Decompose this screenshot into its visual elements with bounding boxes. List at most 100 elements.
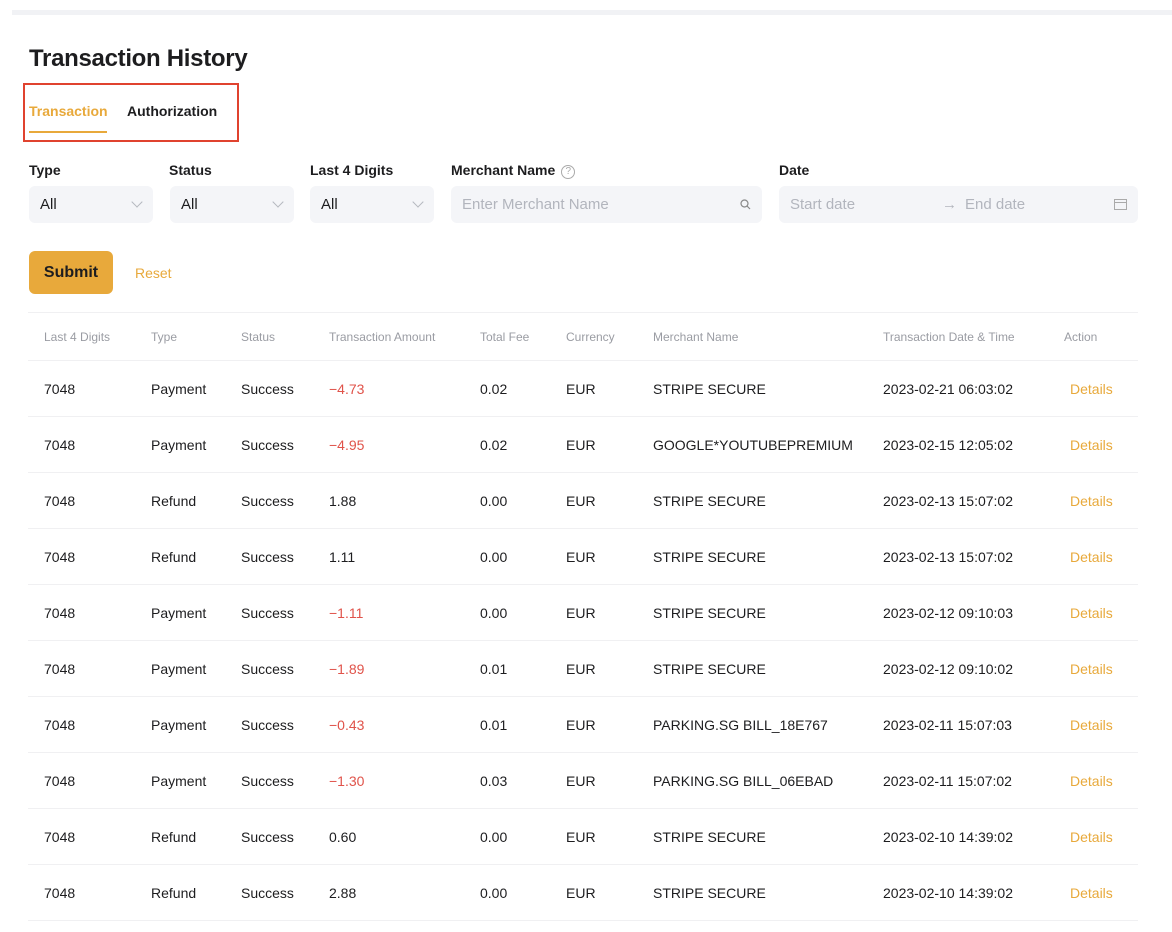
chevron-down-icon bbox=[412, 196, 424, 208]
table-row: 7048 Payment Success −1.11 0.00 EUR STRIPE SEC… bbox=[28, 585, 1138, 641]
table-row: 7048 Payment Success −1.89 0.01 EUR STRIPE SEC… bbox=[28, 641, 1138, 697]
cell-amount: −0.43 bbox=[329, 716, 365, 733]
cell-currency: EUR bbox=[566, 548, 596, 565]
tab-transaction[interactable]: Transaction bbox=[29, 103, 108, 119]
top-bar bbox=[12, 10, 1172, 15]
details-link[interactable]: Details bbox=[1070, 380, 1113, 397]
details-link[interactable]: Details bbox=[1070, 436, 1113, 453]
cell-amount: −1.30 bbox=[329, 772, 365, 789]
cell-status: Success bbox=[241, 716, 294, 733]
cell-status: Success bbox=[241, 380, 294, 397]
details-link[interactable]: Details bbox=[1070, 884, 1113, 901]
cell-fee: 0.00 bbox=[480, 828, 508, 845]
cell-type: Payment bbox=[151, 380, 207, 397]
table-row: 7048 Refund Success 1.88 0.00 EUR STRIPE SECUR… bbox=[28, 473, 1138, 529]
cell-amount: −4.95 bbox=[329, 436, 365, 453]
cell-currency: EUR bbox=[566, 716, 596, 733]
cell-merchant: GOOGLE*YOUTUBEPREMIUM bbox=[653, 436, 853, 453]
date-range-picker[interactable]: Start date → End date bbox=[779, 186, 1138, 223]
cell-datetime: 2023-02-10 14:39:02 bbox=[883, 884, 1013, 901]
cell-type: Refund bbox=[151, 828, 197, 845]
reset-button[interactable]: Reset bbox=[135, 265, 172, 281]
table-row: 7048 Refund Success 2.88 0.00 EUR STRIPE SECUR… bbox=[28, 865, 1138, 921]
cell-status: Success bbox=[241, 772, 294, 789]
status-label: Status bbox=[169, 162, 212, 178]
date-label: Date bbox=[779, 162, 810, 178]
cell-merchant: STRIPE SECURE bbox=[653, 492, 766, 509]
cell-currency: EUR bbox=[566, 660, 596, 677]
details-link[interactable]: Details bbox=[1070, 604, 1113, 621]
table-row: 7048 Payment Success −0.43 0.01 EUR PARKING.SG… bbox=[28, 697, 1138, 753]
cell-status: Success bbox=[241, 436, 294, 453]
cell-merchant: PARKING.SG BILL_18E767 bbox=[653, 716, 828, 733]
cell-datetime: 2023-02-12 09:10:03 bbox=[883, 604, 1013, 621]
merchant-name-input[interactable]: Enter Merchant Name bbox=[451, 186, 762, 223]
chevron-down-icon bbox=[272, 196, 284, 208]
cell-status: Success bbox=[241, 660, 294, 677]
status-value: All bbox=[181, 196, 198, 213]
cell-merchant: STRIPE SECURE bbox=[653, 660, 766, 677]
cell-last4: 7048 bbox=[44, 492, 76, 509]
cell-last4: 7048 bbox=[44, 604, 76, 621]
chevron-down-icon bbox=[131, 196, 143, 208]
last4-select[interactable]: All bbox=[310, 186, 434, 223]
cell-status: Success bbox=[241, 492, 294, 509]
start-date-input[interactable]: Start date bbox=[790, 196, 856, 213]
cell-type: Refund bbox=[151, 884, 197, 901]
cell-last4: 7048 bbox=[44, 884, 76, 901]
cell-type: Payment bbox=[151, 660, 207, 677]
details-link[interactable]: Details bbox=[1070, 772, 1113, 789]
tab-authorization[interactable]: Authorization bbox=[127, 103, 218, 119]
cell-merchant: STRIPE SECURE bbox=[653, 548, 766, 565]
cell-currency: EUR bbox=[566, 492, 596, 509]
type-label: Type bbox=[29, 162, 61, 178]
cell-datetime: 2023-02-12 09:10:02 bbox=[883, 660, 1013, 677]
type-select[interactable]: All bbox=[29, 186, 153, 223]
cell-type: Refund bbox=[151, 548, 197, 565]
help-icon[interactable]: ? bbox=[561, 165, 576, 179]
details-link[interactable]: Details bbox=[1070, 828, 1113, 845]
header-merchant: Merchant Name bbox=[653, 329, 739, 344]
cell-last4: 7048 bbox=[44, 660, 76, 677]
merchant-label: Merchant Name? bbox=[451, 162, 576, 179]
cell-currency: EUR bbox=[566, 772, 596, 789]
details-link[interactable]: Details bbox=[1070, 492, 1113, 509]
cell-datetime: 2023-02-10 14:39:02 bbox=[883, 828, 1013, 845]
details-link[interactable]: Details bbox=[1070, 660, 1113, 677]
details-link[interactable]: Details bbox=[1070, 548, 1113, 565]
arrow-right-icon: → bbox=[942, 196, 957, 213]
cell-datetime: 2023-02-15 12:05:02 bbox=[883, 436, 1013, 453]
last4-label: Last 4 Digits bbox=[310, 162, 394, 178]
active-tab-indicator bbox=[29, 131, 107, 133]
cell-datetime: 2023-02-13 15:07:02 bbox=[883, 492, 1013, 509]
cell-amount: −1.11 bbox=[329, 604, 364, 621]
cell-currency: EUR bbox=[566, 604, 596, 621]
merchant-placeholder: Enter Merchant Name bbox=[462, 196, 609, 213]
cell-last4: 7048 bbox=[44, 380, 76, 397]
status-select[interactable]: All bbox=[170, 186, 294, 223]
type-value: All bbox=[40, 196, 57, 213]
cell-fee: 0.00 bbox=[480, 548, 508, 565]
submit-button[interactable]: Submit bbox=[29, 251, 113, 294]
calendar-icon bbox=[1114, 199, 1127, 210]
end-date-input[interactable]: End date bbox=[965, 196, 1026, 213]
cell-amount: 2.88 bbox=[329, 884, 357, 901]
cell-amount: 1.88 bbox=[329, 492, 357, 509]
cell-amount: 0.60 bbox=[329, 828, 357, 845]
table-row: 7048 Refund Success 0.60 0.00 EUR STRIPE SECUR… bbox=[28, 809, 1138, 865]
cell-currency: EUR bbox=[566, 828, 596, 845]
cell-amount: −4.73 bbox=[329, 380, 365, 397]
cell-datetime: 2023-02-21 06:03:02 bbox=[883, 380, 1013, 397]
cell-last4: 7048 bbox=[44, 436, 76, 453]
cell-merchant: PARKING.SG BILL_06EBAD bbox=[653, 772, 834, 789]
cell-currency: EUR bbox=[566, 436, 596, 453]
cell-fee: 0.01 bbox=[480, 716, 508, 733]
table-header: Last 4 Digits Type Status Transaction Amoun… bbox=[28, 313, 1138, 361]
cell-currency: EUR bbox=[566, 380, 596, 397]
header-action: Action bbox=[1064, 329, 1098, 344]
table-row: 7048 Payment Success −4.95 0.02 EUR GOOGLE*YOU… bbox=[28, 417, 1138, 473]
merchant-label-text: Merchant Name bbox=[451, 162, 556, 178]
cell-fee: 0.00 bbox=[480, 604, 508, 621]
cell-fee: 0.02 bbox=[480, 380, 508, 397]
details-link[interactable]: Details bbox=[1070, 716, 1113, 733]
